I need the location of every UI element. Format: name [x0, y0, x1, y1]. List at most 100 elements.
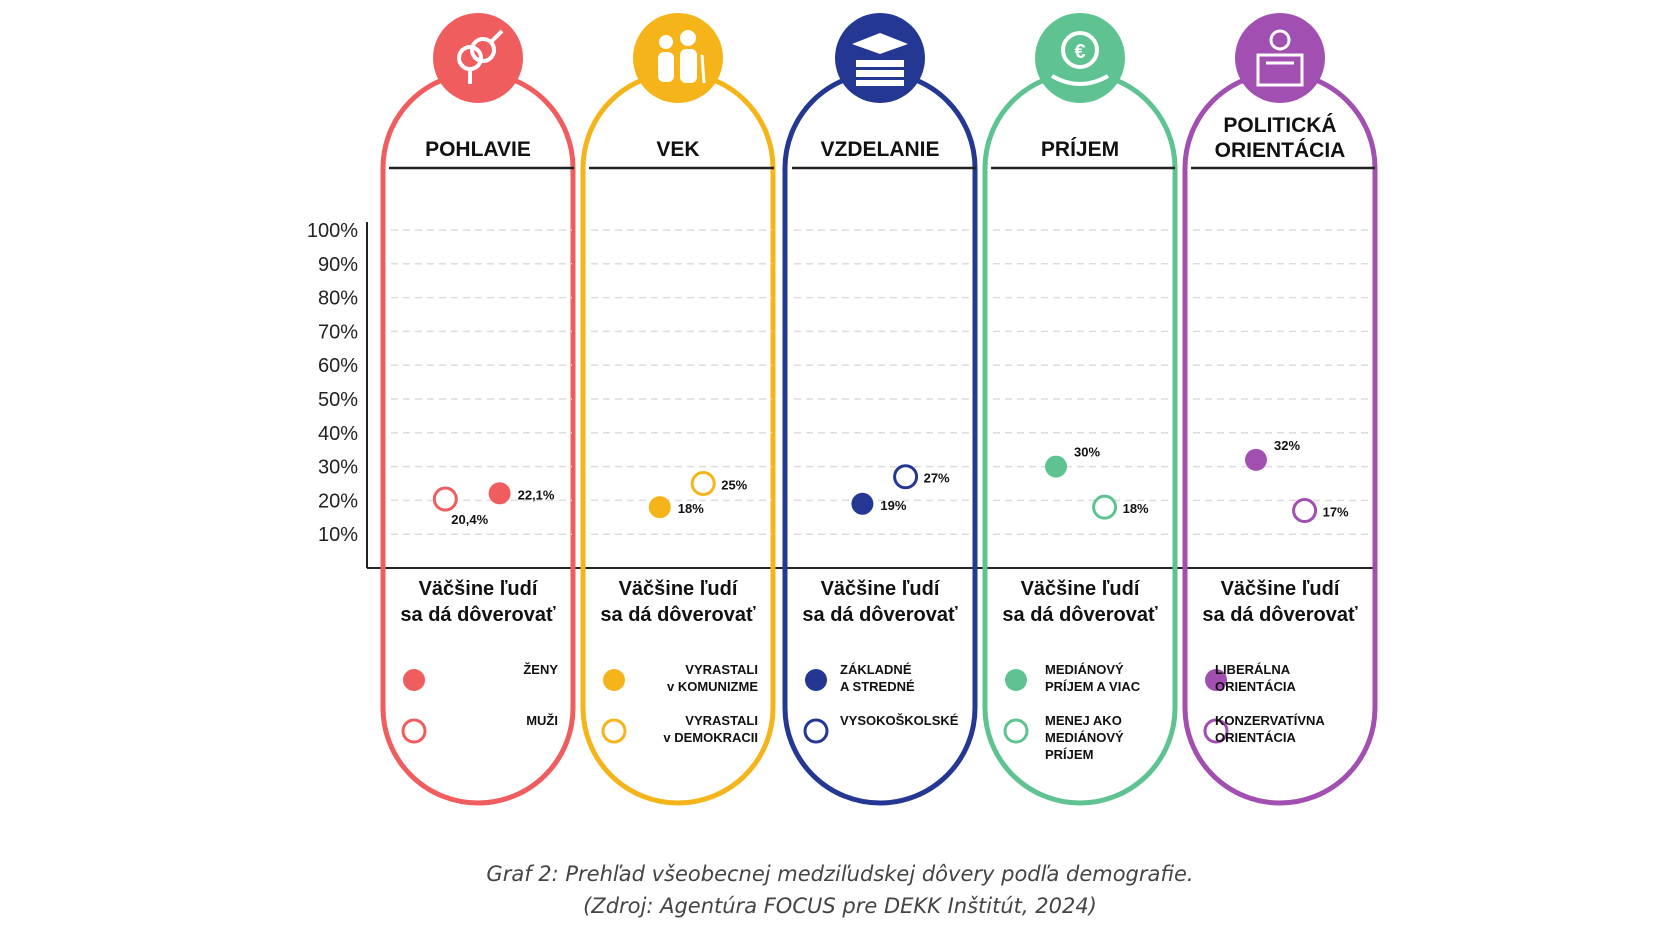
- gender-symbols-icon: [433, 13, 523, 103]
- data-point-filled: [851, 492, 874, 515]
- cane: [700, 54, 706, 84]
- data-point-hollow: [690, 471, 716, 496]
- coin: [1061, 31, 1099, 69]
- panel-title: POLITICKÁ: [1223, 114, 1336, 137]
- panel-subtitle: Väčšine ľudí: [1021, 578, 1141, 600]
- data-label: 30%: [1074, 445, 1100, 460]
- politician-podium-icon-bg: [1235, 13, 1325, 103]
- data-label: 22,1%: [518, 487, 555, 502]
- data-label: 18%: [1123, 501, 1149, 516]
- book-2: [856, 70, 904, 77]
- panel-subtitle: sa dá dôverovať: [802, 604, 958, 626]
- legend-label: ORIENTÁCIA: [1215, 730, 1297, 745]
- legend-dot-hollow: [803, 718, 829, 744]
- y-tick-label: 30%: [318, 457, 358, 479]
- male-symbol-arrow: [489, 29, 504, 44]
- y-tick-label: 90%: [318, 254, 358, 276]
- legend-label: MEDIÁNOVÝ: [1045, 662, 1124, 677]
- panel-subtitle: Väčšine ľudí: [419, 578, 539, 600]
- panel-subtitle: sa dá dôverovať: [1202, 604, 1358, 626]
- legend-label: ŽENY: [523, 662, 558, 677]
- legend-dot-hollow: [1003, 718, 1029, 744]
- legend-label: MENEJ AKO: [1045, 713, 1122, 728]
- male-symbol: [470, 37, 496, 63]
- graduation-cap-books-icon-bg: [835, 13, 925, 103]
- panel-subtitle: Väčšine ľudí: [1221, 578, 1341, 600]
- data-label: 18%: [678, 501, 704, 516]
- legend-dot-filled: [603, 669, 625, 691]
- legend-label: LIBERÁLNA: [1215, 662, 1291, 677]
- legend-label: VYRASTALI: [685, 662, 758, 677]
- data-point-hollow: [432, 486, 458, 512]
- legend-label: ZÁKLADNÉ: [840, 662, 912, 677]
- legend-label: KONZERVATÍVNA: [1215, 713, 1325, 728]
- panel-subtitle: sa dá dôverovať: [600, 604, 756, 626]
- y-tick-label: 50%: [318, 389, 358, 411]
- chart-caption-line-2: (Zdroj: Agentúra FOCUS pre DEKK Inštitút…: [583, 894, 1097, 918]
- panel-subtitle: sa dá dôverovať: [1002, 604, 1158, 626]
- panel-title: POHLAVIE: [425, 138, 531, 161]
- data-label: 17%: [1323, 505, 1349, 520]
- legend-dot-hollow: [1203, 718, 1229, 744]
- data-label: 25%: [721, 478, 747, 493]
- data-label: 27%: [924, 471, 950, 486]
- y-tick-label: 40%: [318, 423, 358, 445]
- y-tick-label: 80%: [318, 288, 358, 310]
- data-point-filled: [648, 496, 671, 519]
- data-point-filled: [488, 482, 511, 505]
- speaker-head: [1269, 29, 1291, 51]
- panel-title: PRÍJEM: [1041, 138, 1119, 161]
- legend-label: v DEMOKRACII: [663, 730, 758, 745]
- legend-dot-hollow: [401, 718, 427, 744]
- panel-4: € PRÍJEM 30% 18% Väčšine ľudí sa dá dôverovať…: [982, 13, 1178, 806]
- person-body: [658, 52, 674, 82]
- legend-label: MUŽI: [526, 713, 558, 728]
- panel-title: VEK: [656, 138, 699, 161]
- data-label: 32%: [1274, 438, 1300, 453]
- people-age-icon-bg: [633, 13, 723, 103]
- panel-capsule: [1182, 70, 1378, 806]
- legend-label: PRÍJEM A VIAC: [1045, 679, 1141, 694]
- graduation-cap-books-icon: [835, 13, 925, 103]
- data-point-filled: [1245, 448, 1267, 471]
- legend-label: A STREDNÉ: [840, 679, 915, 694]
- legend-dot-hollow: [601, 718, 627, 744]
- legend-label: ORIENTÁCIA: [1215, 679, 1297, 694]
- hand: [1051, 74, 1109, 86]
- data-label: 20,4%: [451, 512, 488, 527]
- person-head: [659, 35, 673, 49]
- y-tick-label: 10%: [318, 524, 358, 546]
- legend-label: VYRASTALI: [685, 713, 758, 728]
- panel-subtitle: Väčšine ľudí: [821, 578, 941, 600]
- data-point-hollow: [1292, 498, 1318, 524]
- chart-caption-line-1: Graf 2: Prehľad všeobecnej medziľudskej …: [486, 862, 1194, 886]
- panel-title: ORIENTÁCIA: [1215, 139, 1346, 162]
- panel-subtitle: Väčšine ľudí: [619, 578, 739, 600]
- panel-capsule: [580, 70, 776, 806]
- legend-label: VYSOKOŠKOLSKÉ: [840, 713, 959, 728]
- y-tick-label: 60%: [318, 355, 358, 377]
- people-age-icon: [633, 13, 723, 103]
- y-tick-label: 20%: [318, 490, 358, 512]
- panel-subtitle: sa dá dôverovať: [400, 604, 556, 626]
- euro-sign: €: [1074, 41, 1085, 63]
- euro-coin-hand-icon: €: [1035, 13, 1125, 103]
- legend-dot-filled: [1005, 669, 1027, 691]
- panel-capsule: [782, 70, 978, 806]
- legend-dot-filled: [1205, 669, 1227, 691]
- book-1: [856, 60, 904, 67]
- y-tick-label: 100%: [307, 220, 358, 242]
- legend-label: v KOMUNIZME: [667, 679, 758, 694]
- panel-1: POHLAVIE 22,1% 20,4% Väčšine ľudí sa dá dôve…: [380, 13, 576, 806]
- panel-title: VZDELANIE: [820, 138, 939, 161]
- panel-2: VEK 18% 25% Väčšine ľudí sa dá dôverovať VYRA…: [580, 13, 776, 806]
- data-label: 19%: [880, 498, 906, 513]
- legend-dot-filled: [805, 669, 827, 691]
- elder-head: [680, 30, 696, 46]
- cap-top: [852, 33, 908, 54]
- panel-capsule: [982, 70, 1178, 806]
- y-tick-label: 70%: [318, 321, 358, 343]
- legend-label: MEDIÁNOVÝ: [1045, 730, 1124, 745]
- data-point-hollow: [893, 464, 919, 490]
